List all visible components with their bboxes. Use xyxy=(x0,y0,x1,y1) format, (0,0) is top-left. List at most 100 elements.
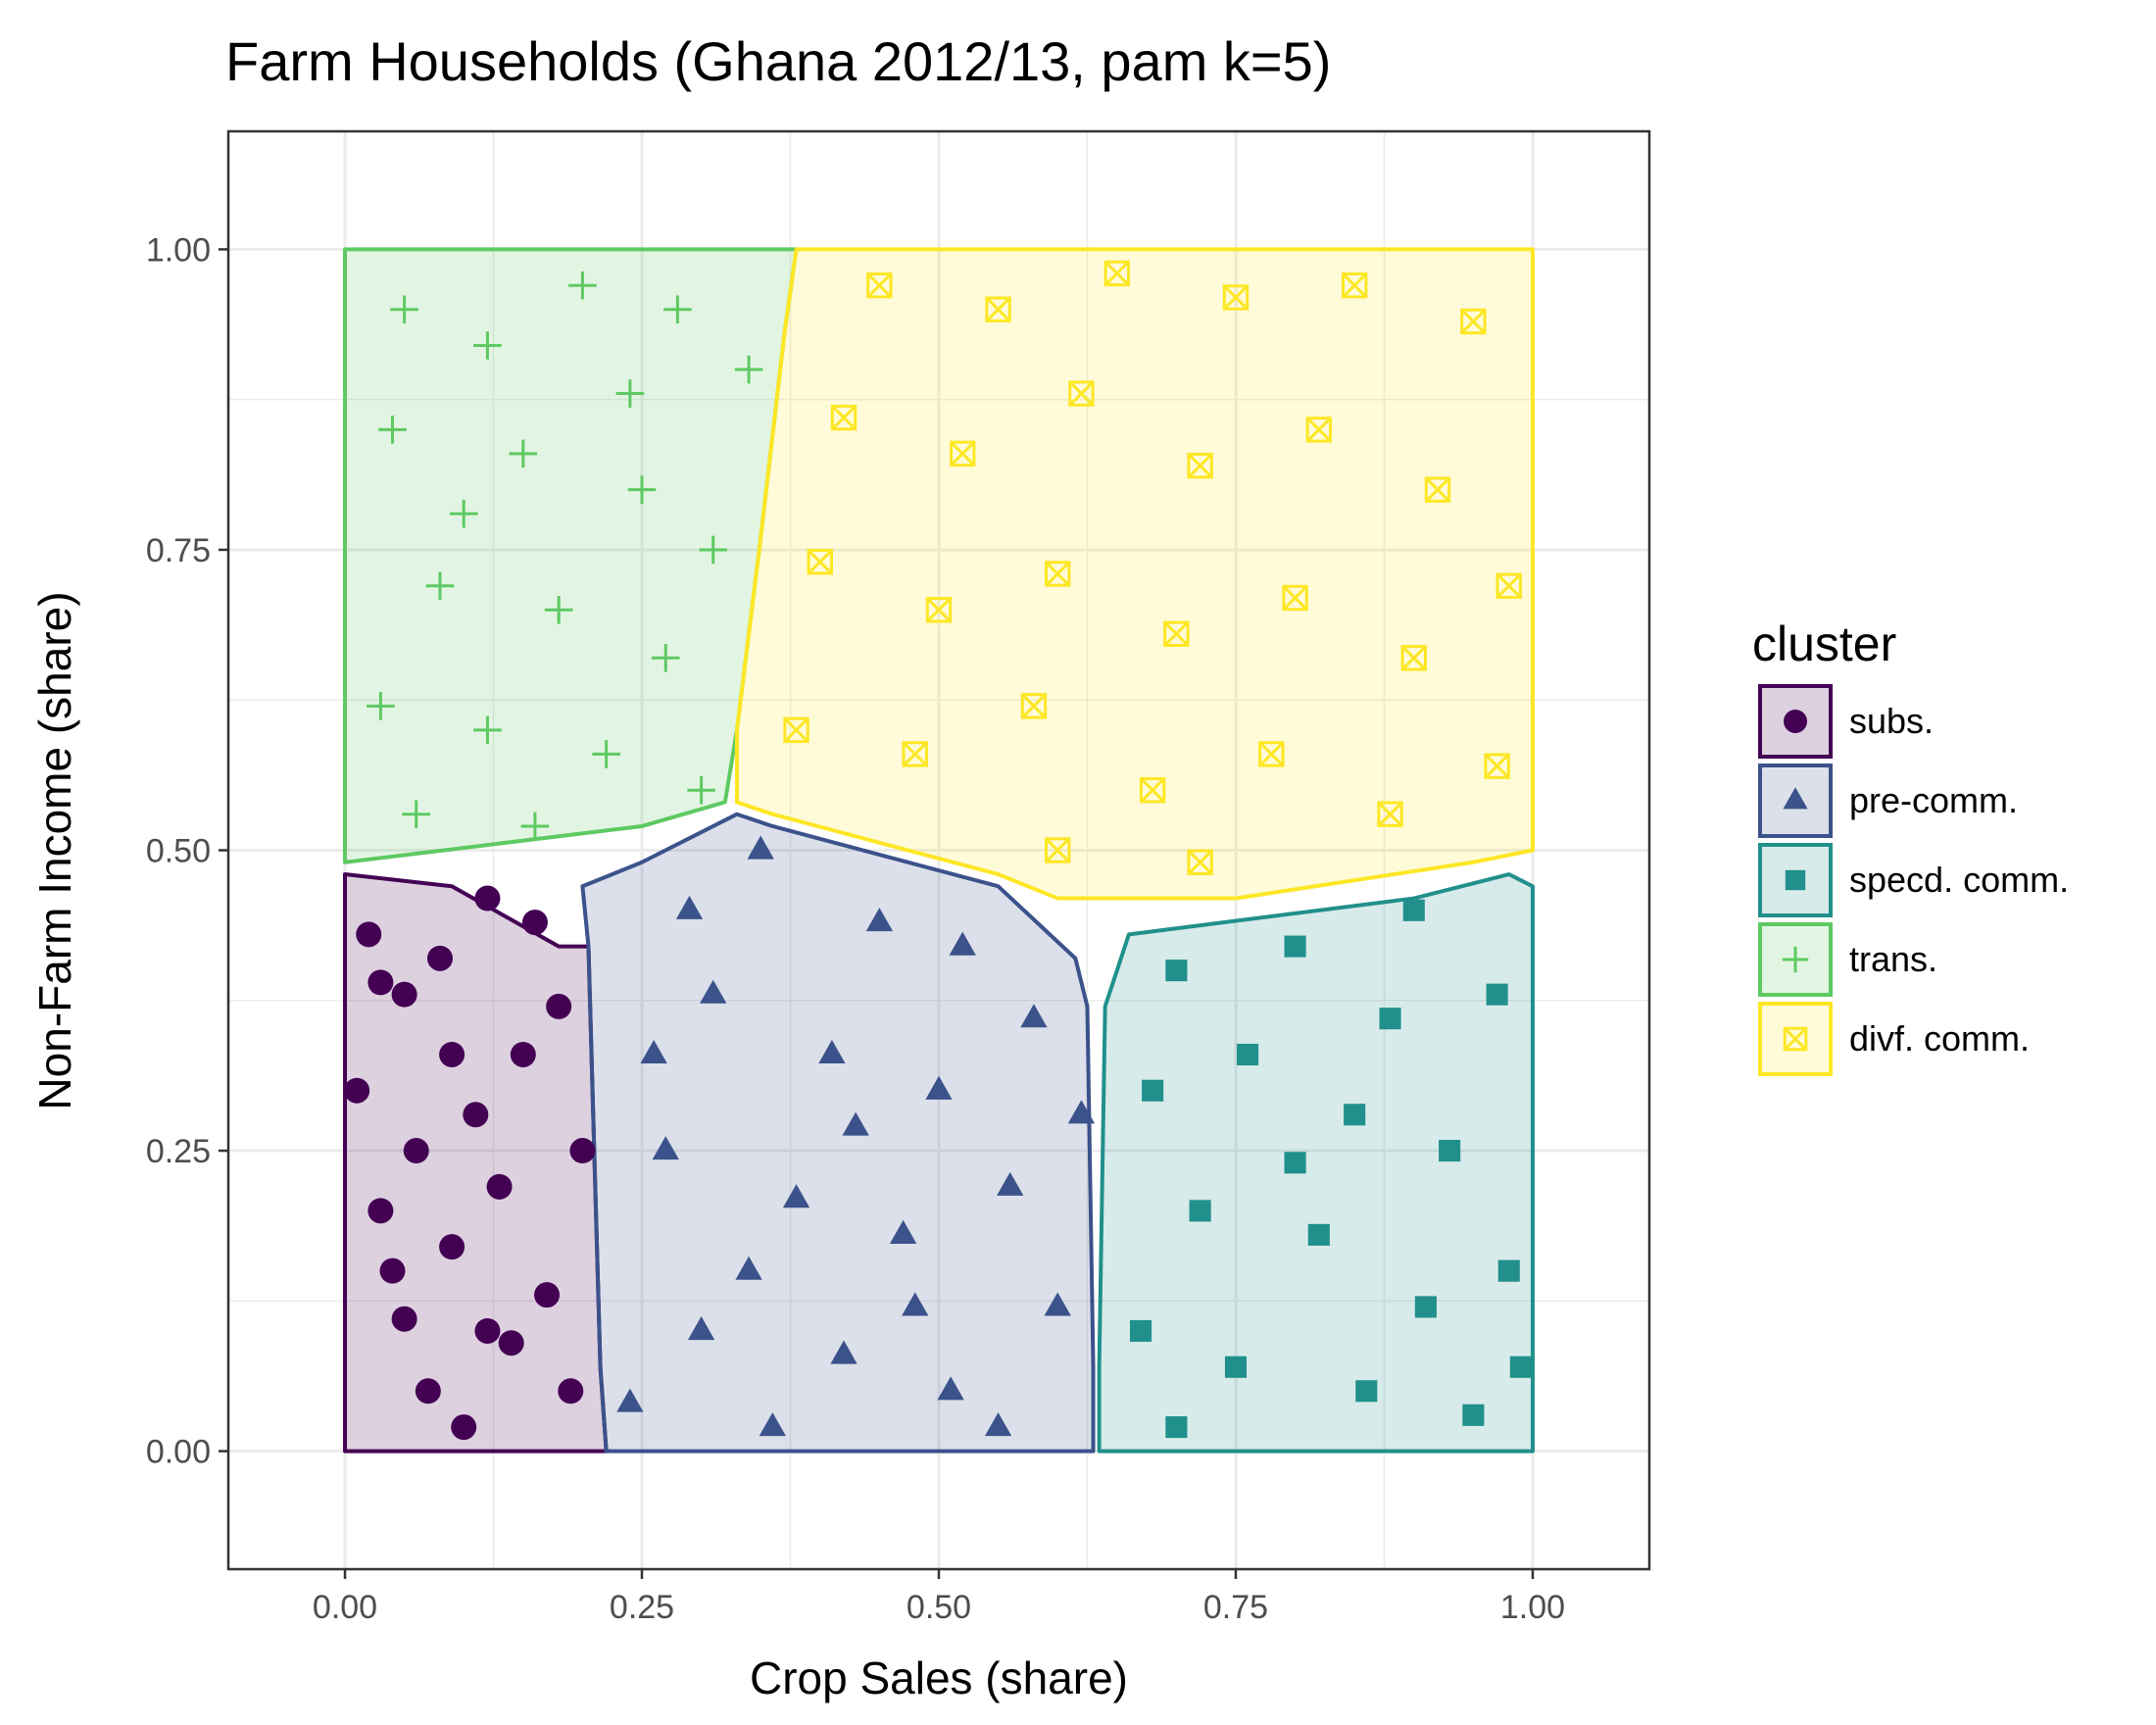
data-point xyxy=(1165,1416,1188,1439)
legend-marker xyxy=(1783,1026,1808,1052)
data-point xyxy=(1163,620,1190,647)
marker-shape xyxy=(1377,801,1403,827)
data-point xyxy=(592,740,620,768)
data-point xyxy=(473,715,502,745)
marker-shape xyxy=(1497,1259,1520,1282)
marker-shape xyxy=(866,272,893,298)
marker-shape xyxy=(546,993,572,1019)
data-point xyxy=(1284,935,1306,958)
data-point xyxy=(473,331,502,360)
data-point xyxy=(474,1317,501,1344)
data-point xyxy=(356,921,382,948)
marker-shape xyxy=(985,296,1011,322)
data-point xyxy=(1187,849,1213,875)
marker-shape xyxy=(569,1138,596,1164)
marker-shape xyxy=(463,1102,489,1128)
marker-shape xyxy=(1104,261,1130,286)
cluster-hull xyxy=(343,247,799,864)
marker-shape xyxy=(1187,453,1213,478)
legend-item: specd. comm. xyxy=(1758,843,2069,917)
data-point xyxy=(1044,837,1071,863)
data-point xyxy=(344,1077,370,1104)
data-point xyxy=(1020,1004,1048,1028)
marker-shape xyxy=(1044,837,1071,863)
data-point xyxy=(509,439,538,468)
marker-shape xyxy=(558,1378,584,1405)
marker-shape xyxy=(842,1111,869,1136)
data-point xyxy=(1424,476,1451,503)
data-point xyxy=(1020,693,1048,719)
marker-shape xyxy=(356,921,382,948)
y-tick-label: 0.25 xyxy=(146,1133,211,1170)
marker-shape xyxy=(344,1077,370,1104)
data-point xyxy=(747,835,774,860)
data-point xyxy=(807,549,834,575)
data-point xyxy=(902,1292,929,1316)
marker-shape xyxy=(379,1257,406,1284)
data-point xyxy=(700,979,727,1004)
marker-shape xyxy=(521,910,548,936)
data-point xyxy=(1462,1404,1485,1426)
data-point xyxy=(402,800,431,829)
marker-shape xyxy=(1020,1004,1048,1028)
marker-shape xyxy=(1424,476,1451,503)
data-point xyxy=(415,1378,441,1405)
data-point xyxy=(1484,753,1510,779)
legend-marker xyxy=(1784,710,1807,733)
data-point xyxy=(367,692,395,720)
data-point xyxy=(1377,801,1403,827)
marker-shape xyxy=(1187,452,1213,479)
marker-shape xyxy=(474,885,501,912)
marker-shape xyxy=(1165,1416,1188,1439)
legend-marker xyxy=(1783,787,1808,810)
marker-shape xyxy=(1068,380,1095,407)
marker-shape xyxy=(1258,741,1285,767)
marker-shape xyxy=(1355,1380,1378,1403)
marker-shape xyxy=(1460,309,1487,334)
chart-title: Farm Households (Ghana 2012/13, pam k=5) xyxy=(225,30,1331,92)
legend-marker xyxy=(1785,869,1806,891)
marker-shape xyxy=(1439,1139,1461,1162)
data-point xyxy=(569,1138,596,1164)
marker-shape xyxy=(1044,1292,1071,1316)
data-point xyxy=(937,1376,964,1401)
data-point xyxy=(1282,584,1308,612)
marker-shape xyxy=(1379,1008,1401,1030)
marker-shape xyxy=(415,1378,441,1405)
y-axis-ticks: 0.00 0.25 0.50 0.75 1.00 xyxy=(146,231,228,1471)
y-tick-label: 1.00 xyxy=(146,231,211,269)
data-point xyxy=(568,271,597,300)
marker-shape xyxy=(687,1316,715,1341)
data-point xyxy=(486,1173,513,1200)
data-point xyxy=(1344,1104,1366,1126)
marker-shape xyxy=(368,969,394,996)
data-point xyxy=(735,1256,762,1280)
marker-shape xyxy=(759,1412,786,1437)
data-point xyxy=(379,1257,406,1284)
data-point xyxy=(782,1184,810,1208)
marker-shape xyxy=(937,1376,964,1401)
data-point xyxy=(902,741,928,767)
data-point xyxy=(439,1041,466,1067)
marker-shape xyxy=(652,1136,679,1160)
data-point xyxy=(687,775,715,805)
marker-shape xyxy=(439,1041,466,1067)
marker-shape xyxy=(1400,645,1427,671)
marker-shape xyxy=(889,1219,917,1244)
marker-shape xyxy=(1067,1100,1096,1124)
marker-shape xyxy=(474,1317,501,1344)
marker-shape xyxy=(830,1340,858,1364)
marker-shape xyxy=(510,1041,536,1067)
marker-shape xyxy=(1139,776,1166,804)
marker-shape xyxy=(1509,1355,1532,1378)
data-point xyxy=(866,271,893,299)
marker-shape xyxy=(1462,1404,1485,1426)
marker-shape xyxy=(830,404,858,431)
data-point xyxy=(830,404,858,431)
data-point xyxy=(1224,1355,1248,1378)
data-point xyxy=(1341,271,1368,299)
marker-shape xyxy=(747,835,774,860)
data-point xyxy=(1284,1152,1306,1174)
marker-shape xyxy=(1495,572,1522,599)
